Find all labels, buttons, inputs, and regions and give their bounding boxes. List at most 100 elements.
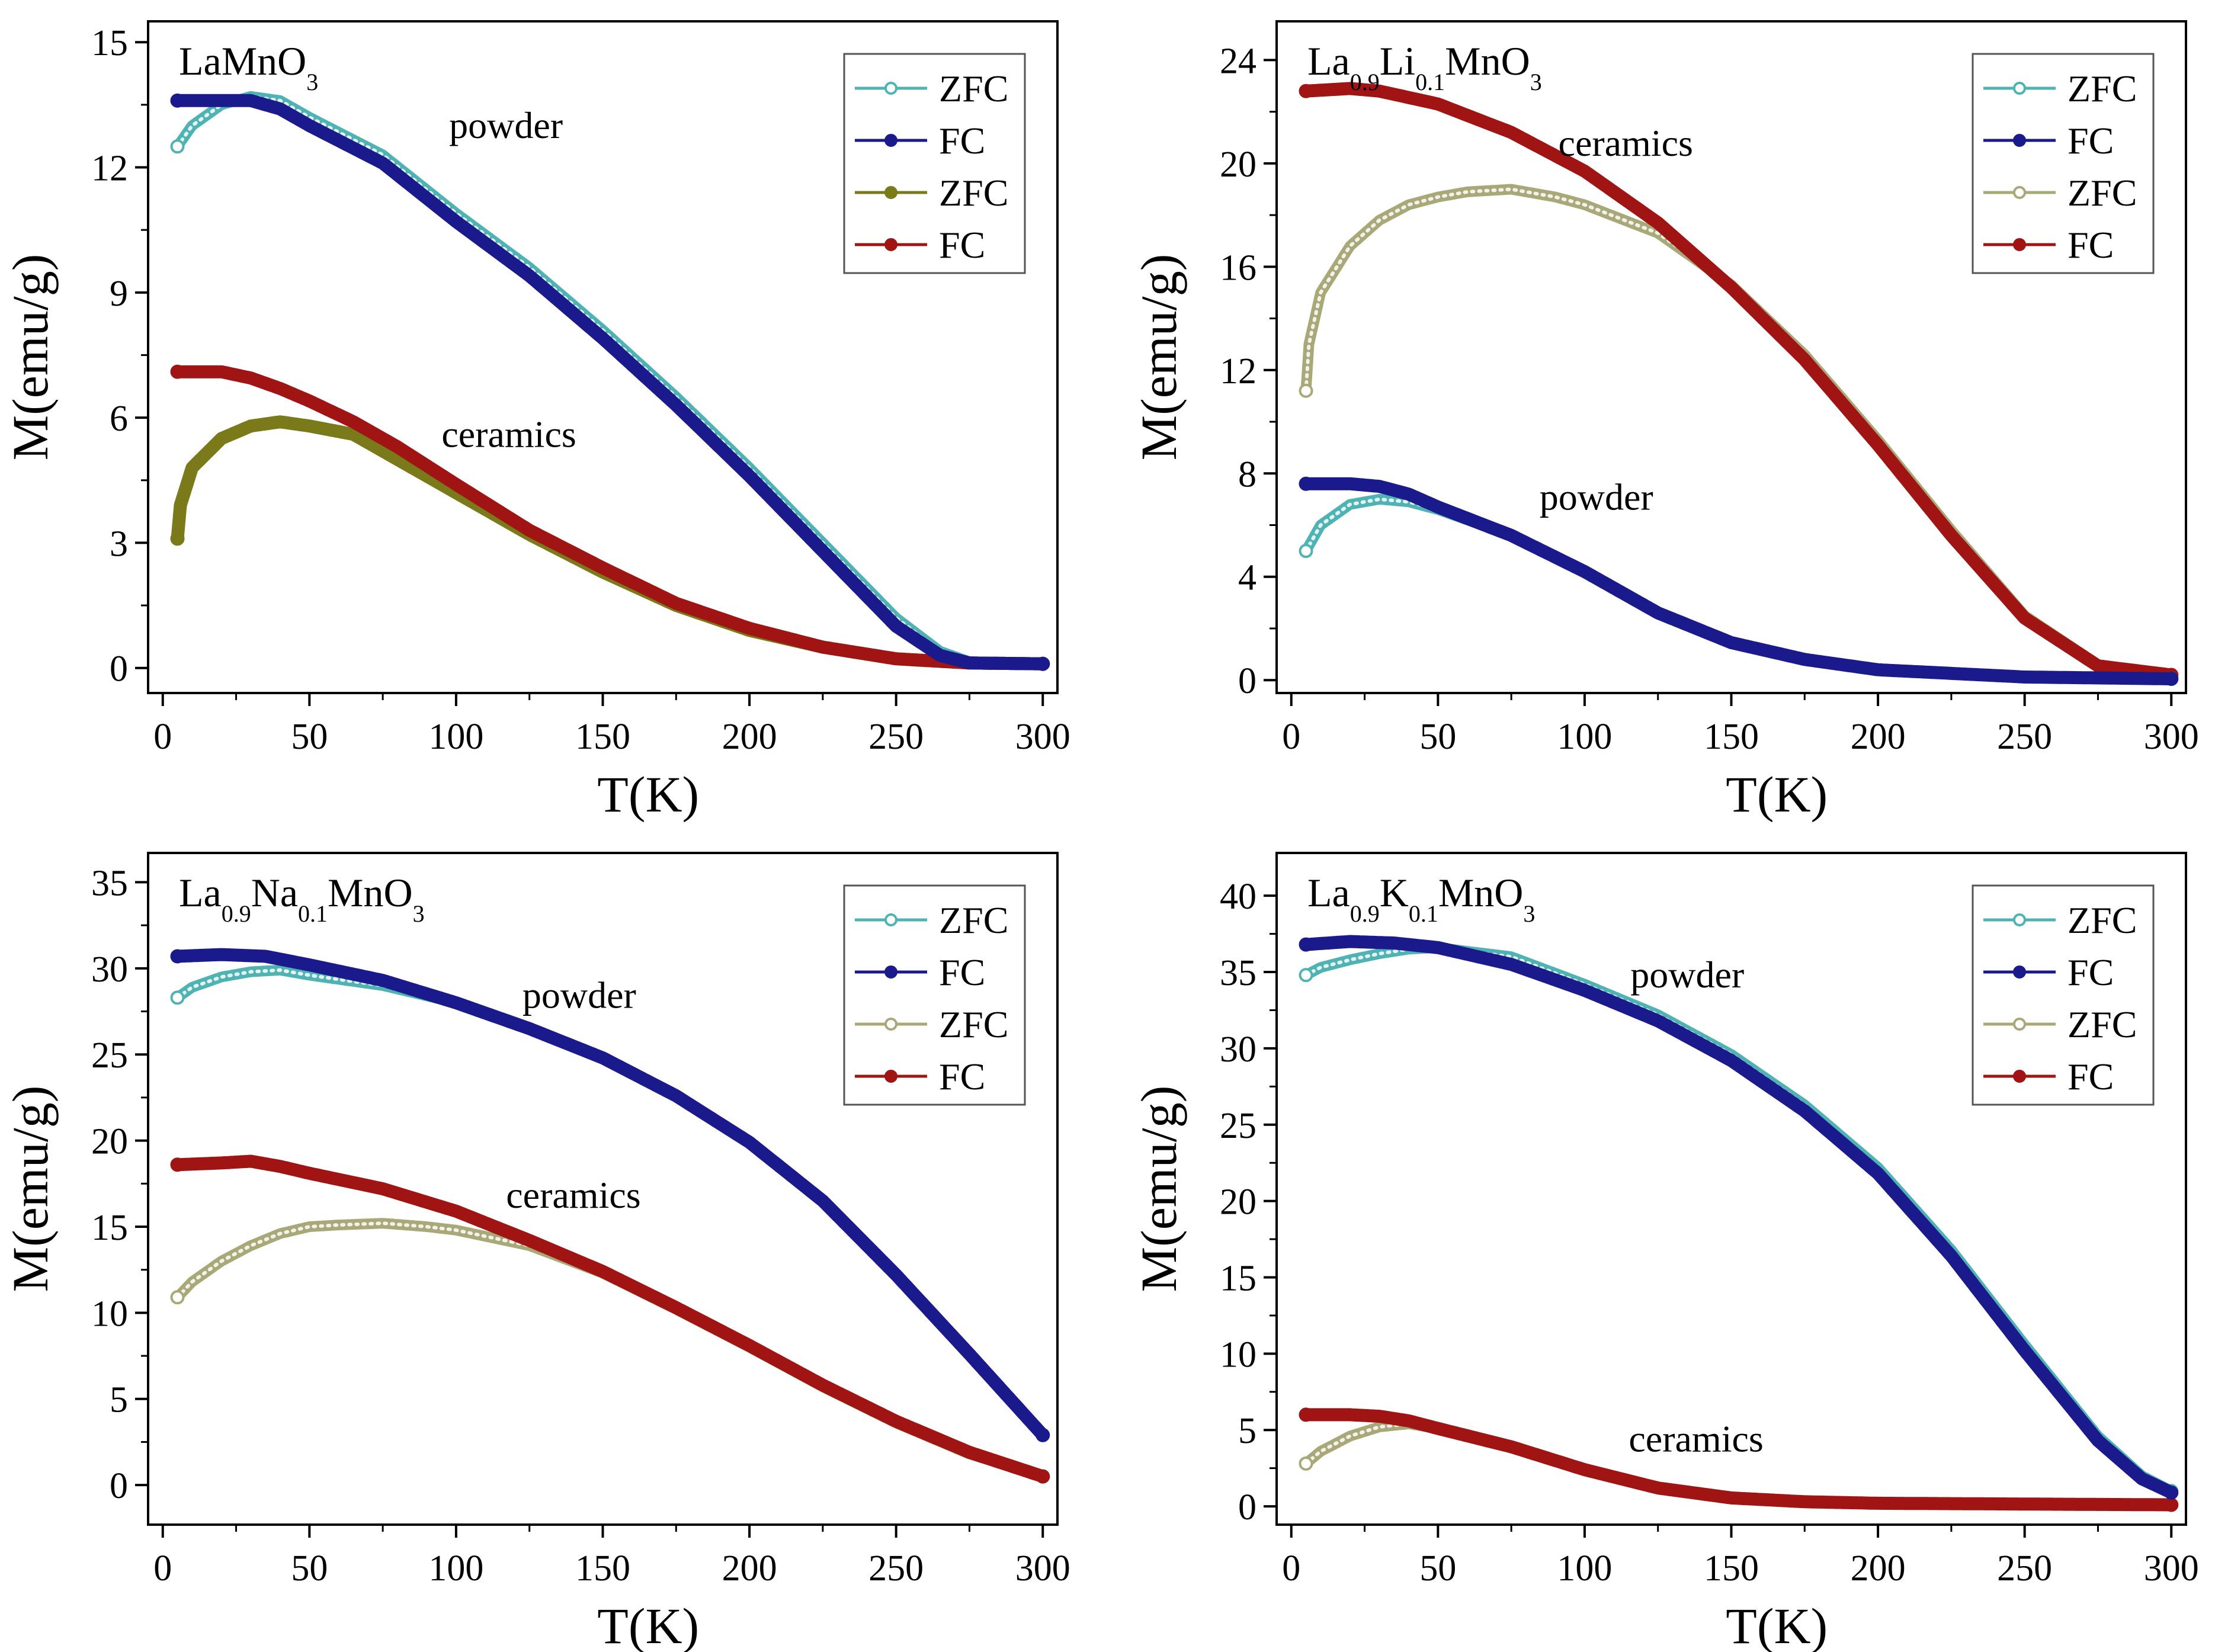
x-tick-label: 150 [1704,717,1759,757]
data-point [1299,1407,1313,1422]
series-powder-fc [1299,477,2178,685]
legend-label: FC [2067,120,2114,162]
y-tick-label: 20 [1220,1182,1256,1223]
data-point [170,1290,185,1305]
annotation-powder: powder [449,104,563,146]
data-point [1036,656,1050,671]
legend-swatch-marker [884,134,897,147]
series-group [170,948,1050,1484]
legend-label: FC [939,224,985,266]
title-part: Na [251,870,298,915]
y-tick-label: 0 [1238,661,1256,701]
y-tick-label: 35 [91,863,128,903]
series-ceramics-zfc [172,1218,1049,1482]
legend-box [843,884,1026,1106]
y-tick-label: 3 [110,524,128,564]
x-tick-label: 200 [1851,717,1906,757]
title-subscript: 3 [1523,900,1535,927]
y-tick-label: 4 [1238,558,1256,598]
x-tick-label: 250 [1997,717,2052,757]
x-tick-label: 250 [868,1548,924,1589]
data-point [170,531,185,546]
y-tick-label: 40 [1220,877,1256,917]
legend-label: FC [2067,951,2114,993]
y-tick-label: 35 [1220,953,1256,993]
x-tick-label: 50 [1419,1548,1456,1589]
annotation-ceramics: ceramics [1629,1417,1763,1459]
legend-label: FC [2067,224,2114,266]
series-ceramics-fc [1299,82,2178,682]
data-point [2164,1497,2179,1512]
legend-swatch-marker [884,82,897,95]
x-tick-label: 200 [722,717,777,757]
title-part: LaMnO [179,39,306,84]
x-axis-label: T(K) [597,1598,699,1652]
x-tick-label: 150 [1704,1548,1759,1589]
legend-label: FC [939,1056,985,1098]
y-tick-label: 20 [1220,145,1256,185]
legend-swatch-marker [2013,134,2026,147]
y-axis-label: M(emu/g) [2,254,59,461]
annotation-ceramics: ceramics [441,413,576,455]
data-point [170,93,185,108]
x-tick-label: 0 [153,1548,172,1589]
series-group [1299,82,2179,687]
data-point [170,949,185,964]
x-tick-label: 0 [1282,1548,1300,1589]
series-ceramics-fc [171,1154,1050,1483]
legend-swatch-marker [884,965,897,979]
x-tick-label: 0 [1282,717,1300,757]
y-tick-label: 5 [110,1380,128,1420]
title-part: La [1307,870,1350,915]
x-tick-label: 0 [153,717,172,757]
legend-swatch-marker [2013,1070,2026,1083]
x-tick-label: 150 [575,1548,630,1589]
data-point [1299,937,1313,952]
series-powder-zfc-open-markers [1304,497,2174,681]
y-tick-label: 16 [1220,248,1256,288]
title-part: Li [1380,39,1415,84]
legend-box [1972,53,2155,274]
panel-title: LaMnO3 [179,39,318,95]
annotation-powder: powder [1630,954,1744,996]
data-point [1299,544,1313,559]
title-part: K [1380,870,1409,915]
data-point [2164,1485,2179,1500]
data-point [1299,968,1313,983]
title-part: MnO [1445,39,1530,84]
chart-panel-2: 0 50 100 150 200 250 300 0 4 8 12 16 20 24 T(K) M(emu/g… [1130,20,2199,823]
y-tick-label: 25 [91,1035,128,1076]
y-tick-label: 0 [110,649,128,689]
series-ceramics-fc [171,365,1050,671]
legend-label: FC [939,951,985,993]
series-powder-zfc-open-markers [175,968,1045,1437]
title-part: MnO [1438,870,1524,915]
y-tick-label: 15 [91,1208,128,1248]
title-subscript: 0.9 [222,900,251,927]
title-subscript: 0.1 [1409,900,1438,927]
legend: ZFC FC ZFC FC [1972,884,2155,1106]
x-tick-label: 50 [1419,717,1456,757]
panel-title: La0.9Li0.1MnO3 [1307,39,1542,95]
legend-swatch-marker [2013,1018,2026,1031]
chart-panel-4: 0 50 100 150 200 250 300 0 5 10 15 20 25 30 35 40 T(K) M(… [1130,852,2199,1652]
legend: ZFC FC ZFC FC [843,884,1026,1106]
legend-swatch-marker [2013,238,2026,251]
legend-label: ZFC [2067,1003,2137,1045]
series-powder-fc [171,948,1050,1442]
y-tick-label: 20 [91,1122,128,1162]
x-axis-label: T(K) [597,766,699,823]
legend: ZFC FC ZFC FC [1972,53,2155,274]
x-tick-label: 300 [1015,717,1070,757]
title-subscript: 0.9 [1350,900,1380,927]
legend-box [843,53,1026,274]
title-subscript: 0.1 [1415,69,1445,95]
x-tick-label: 200 [1851,1548,1906,1589]
x-tick-label: 300 [1015,1548,1070,1589]
annotation-ceramics: ceramics [1559,122,1693,164]
legend-swatch-marker [2013,913,2026,926]
series-powder-fc [1299,935,2178,1499]
y-tick-label: 6 [110,399,128,439]
y-tick-label: 12 [91,149,128,189]
